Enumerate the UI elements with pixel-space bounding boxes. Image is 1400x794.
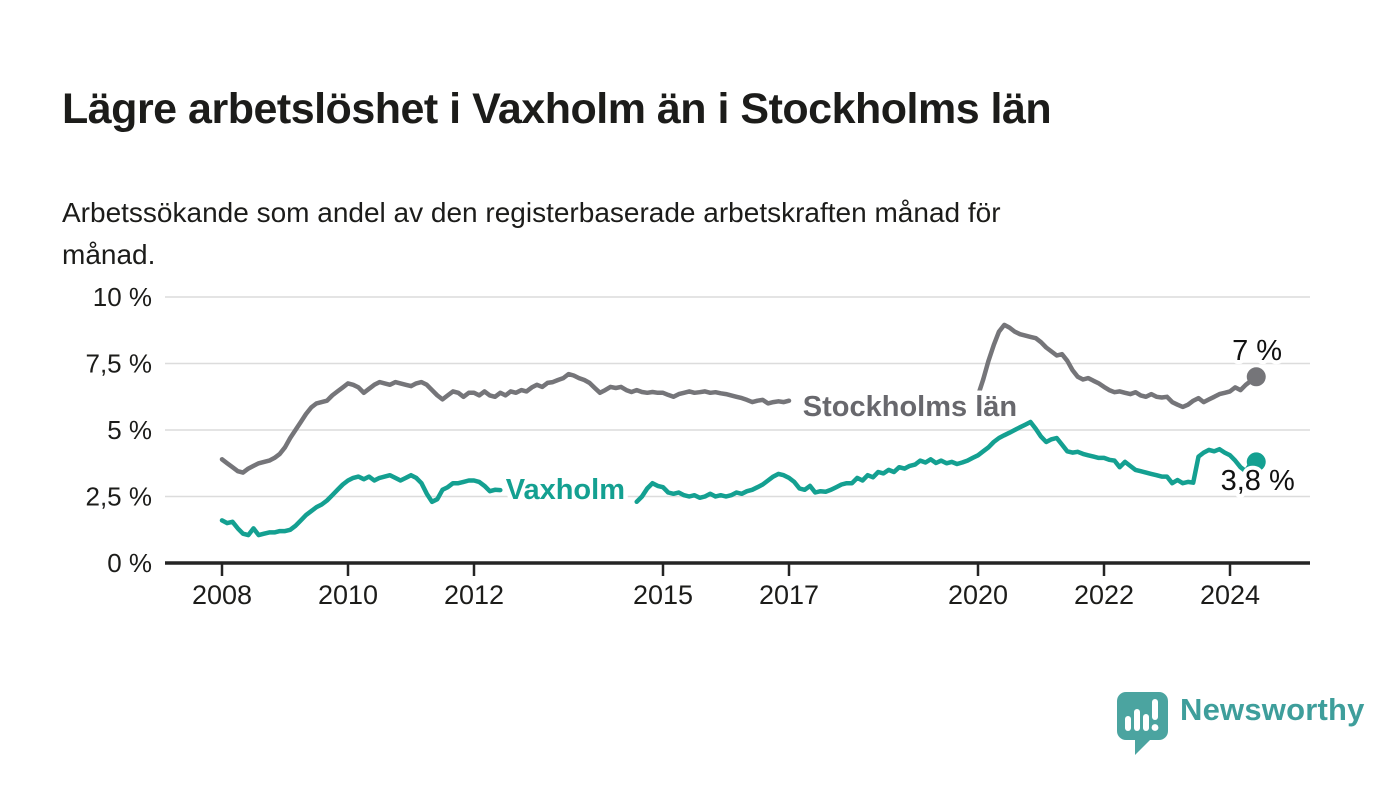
series-line-vaxholm <box>634 419 1259 505</box>
y-tick-label: 0 % <box>107 548 152 578</box>
logo-bubble-shape <box>1117 692 1168 755</box>
series-line-stockholms-lan <box>219 371 792 475</box>
series-endpoint-dot-vaxholm <box>1246 452 1266 472</box>
page-title: Lägre arbetslöshet i Vaxholm än i Stockh… <box>62 84 1052 133</box>
newsworthy-logo-text: Newsworthy <box>1180 692 1365 727</box>
x-tick-label: 2017 <box>759 580 819 610</box>
logo-bar-2 <box>1134 709 1140 731</box>
y-tick-label: 7,5 % <box>86 349 153 379</box>
y-tick-label: 10 % <box>93 282 152 312</box>
x-tick-label: 2010 <box>318 580 378 610</box>
x-tick-label: 2015 <box>633 580 693 610</box>
series-label-stockholms-lan: Stockholms län <box>803 391 1017 423</box>
end-value-label-vaxholm: 3,8 % <box>1221 465 1295 497</box>
x-tick-label: 2024 <box>1200 580 1260 610</box>
page-subtitle: Arbetssökande som andel av den registerb… <box>62 197 1001 270</box>
x-tick-label: 2020 <box>948 580 1008 610</box>
y-tick-label: 5 % <box>107 415 152 445</box>
chart-area: 0 % 2,5 % 5 % 7,5 % 10 % 2008 2010 2012 2015 2017… <box>0 260 1400 630</box>
x-tick-label: 2012 <box>444 580 504 610</box>
series-endpoint-dot-stockholms-lan <box>1246 367 1266 387</box>
x-tick-label: 2008 <box>192 580 252 610</box>
end-value-label-stockholms-lan: 7 % <box>1232 335 1282 367</box>
logo-bar-1 <box>1125 716 1131 731</box>
newsworthy-logo-icon <box>1117 692 1168 755</box>
newsworthy-logo: Newsworthy <box>1112 686 1372 762</box>
logo-exclamation-bar <box>1152 699 1158 720</box>
series-line-vaxholm <box>219 472 503 538</box>
unemployment-line-chart: 0 % 2,5 % 5 % 7,5 % 10 % 2008 2010 2012 2015 2017… <box>86 282 1310 610</box>
series-line-stockholms-lan <box>975 322 1259 410</box>
y-tick-label: 2,5 % <box>86 482 153 512</box>
logo-exclamation-dot <box>1151 724 1159 731</box>
x-tick-label: 2022 <box>1074 580 1134 610</box>
logo-bar-3 <box>1143 714 1149 731</box>
series-label-vaxholm: Vaxholm <box>506 474 625 506</box>
